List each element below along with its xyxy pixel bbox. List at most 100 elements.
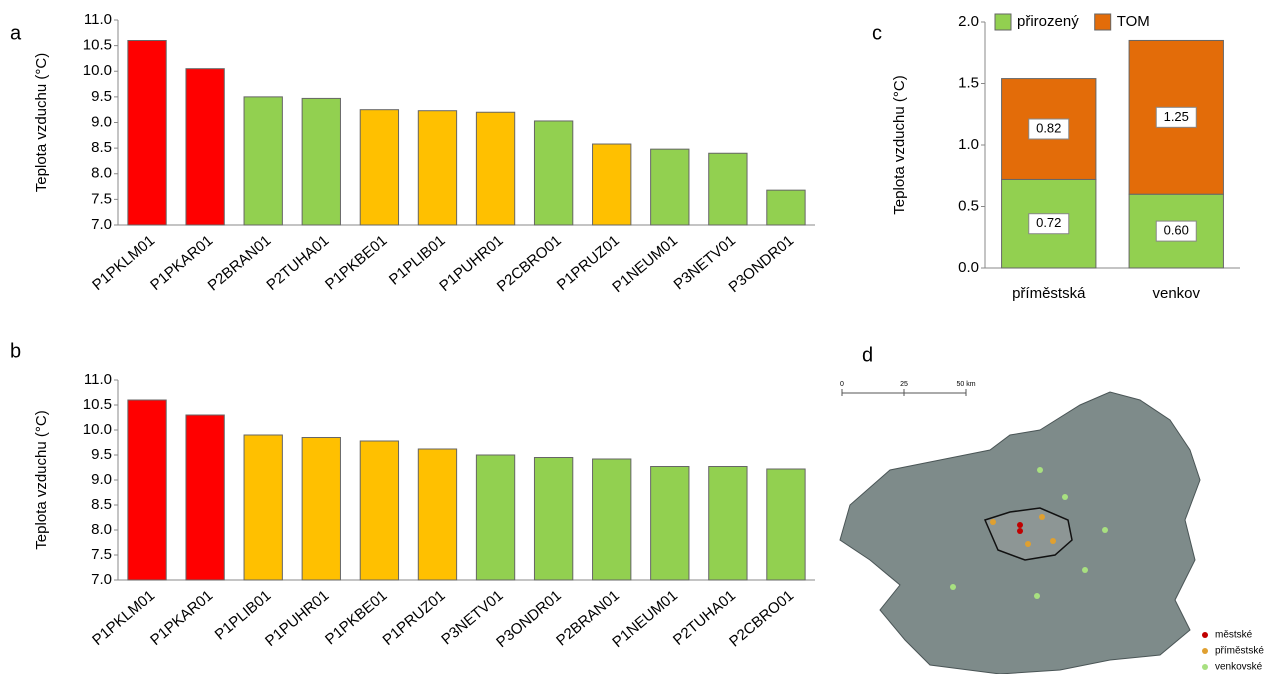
bar — [302, 98, 340, 225]
legend-label: příměstské — [1215, 646, 1264, 657]
y-tick-label: 2.0 — [958, 13, 979, 30]
bar — [593, 459, 631, 580]
x-tick-label: P1PUHR01 — [262, 587, 332, 650]
y-tick-label: 10.5 — [83, 396, 112, 413]
x-tick-label: P2CBRO01 — [726, 587, 797, 650]
site-dot — [1037, 467, 1043, 473]
y-tick-label: 7.5 — [91, 546, 112, 563]
legend-label: městské — [1215, 630, 1253, 641]
bar — [709, 153, 747, 225]
y-tick-label: 0.5 — [958, 197, 979, 214]
y-tick-label: 10.0 — [83, 421, 112, 438]
x-tick-label: P1PKLM01 — [89, 232, 158, 294]
y-tick-label: 9.0 — [91, 113, 112, 130]
y-tick-label: 9.5 — [91, 446, 112, 463]
bar — [418, 111, 456, 225]
bar — [360, 441, 398, 580]
y-tick-label: 7.0 — [91, 216, 112, 233]
y-tick-label: 7.0 — [91, 571, 112, 588]
y-tick-label: 11.0 — [84, 371, 112, 388]
legend-swatch — [1095, 14, 1111, 30]
y-tick-label: 9.5 — [91, 88, 112, 105]
site-dot — [950, 584, 956, 590]
value-label: 0.72 — [1036, 215, 1061, 230]
bar — [128, 41, 166, 226]
bar — [186, 69, 224, 225]
site-dot — [1034, 593, 1040, 599]
legend-dot — [1202, 664, 1208, 670]
bar — [128, 400, 166, 580]
figure: d 0 25 50 km městské příměstské venkovsk… — [0, 0, 1277, 674]
site-dot — [1050, 538, 1056, 544]
panel-label: c — [872, 22, 882, 44]
y-tick-label: 8.0 — [91, 165, 112, 182]
panel-label: d — [862, 344, 873, 366]
legend-dot — [1202, 648, 1208, 654]
site-dot — [1017, 522, 1023, 528]
legend-label: venkovské — [1215, 662, 1263, 673]
x-tick-label: P1NEUM01 — [609, 587, 681, 651]
y-tick-label: 9.0 — [91, 471, 112, 488]
panel-label: a — [10, 22, 22, 44]
x-tick-label: P2CBRO01 — [494, 232, 565, 295]
bar — [476, 455, 514, 580]
x-tick-label: P1PKAR01 — [147, 587, 216, 649]
x-tick-label: příměstská — [1012, 285, 1086, 302]
y-axis-title: Teplota vzduchu (°C) — [891, 75, 908, 214]
legend-label: TOM — [1117, 13, 1150, 30]
site-dot — [1039, 514, 1045, 520]
x-tick-label: P2BRAN01 — [205, 232, 275, 294]
value-label: 0.82 — [1036, 120, 1061, 135]
x-tick-label: venkov — [1152, 285, 1200, 302]
bar — [418, 449, 456, 580]
y-tick-label: 0.0 — [958, 259, 979, 276]
value-label: 1.25 — [1164, 109, 1189, 124]
y-axis-title: Teplota vzduchu (°C) — [33, 410, 50, 549]
legend-swatch — [995, 14, 1011, 30]
x-tick-label: P1PKAR01 — [147, 232, 216, 294]
map-panel: d 0 25 50 km městské příměstské venkovsk… — [840, 344, 1264, 674]
y-tick-label: 10.5 — [83, 37, 112, 54]
y-tick-label: 8.0 — [91, 521, 112, 538]
bar — [186, 415, 224, 580]
bar — [651, 467, 689, 581]
bar — [767, 190, 805, 225]
x-tick-label: P1PKLM01 — [89, 587, 158, 649]
x-tick-label: P3ONDR01 — [725, 232, 797, 296]
value-label: 0.60 — [1164, 223, 1189, 238]
site-dot — [1025, 541, 1031, 547]
x-tick-label: P1PKBE01 — [322, 587, 390, 648]
y-tick-label: 1.5 — [958, 74, 979, 91]
y-tick-label: 8.5 — [91, 139, 112, 156]
y-tick-label: 8.5 — [91, 496, 112, 513]
x-tick-label: P1PRUZ01 — [380, 587, 449, 649]
x-tick-label: P1PKBE01 — [322, 232, 390, 293]
y-tick-label: 7.5 — [91, 190, 112, 207]
bar — [476, 112, 514, 225]
bar — [302, 438, 340, 581]
x-tick-label: P3ONDR01 — [493, 587, 565, 651]
bar — [651, 149, 689, 225]
panel-label: b — [10, 340, 21, 362]
bar — [534, 458, 572, 581]
scale-label: 25 — [900, 381, 908, 388]
site-dot — [1017, 528, 1023, 534]
bar — [360, 110, 398, 225]
bar — [244, 435, 282, 580]
site-dot — [1062, 494, 1068, 500]
x-tick-label: P2TUHA01 — [263, 232, 332, 294]
bar — [709, 467, 747, 581]
y-tick-label: 1.0 — [958, 136, 979, 153]
legend-dot — [1202, 632, 1208, 638]
y-tick-label: 11.0 — [84, 11, 112, 28]
y-axis-title: Teplota vzduchu (°C) — [33, 53, 50, 192]
scale-label: 50 km — [956, 381, 975, 388]
bar — [593, 144, 631, 225]
x-tick-label: P1NEUM01 — [609, 232, 681, 296]
site-dot — [1102, 527, 1108, 533]
site-dot — [1082, 567, 1088, 573]
y-tick-label: 10.0 — [83, 62, 112, 79]
site-dot — [990, 519, 996, 525]
bar — [767, 469, 805, 580]
bar — [534, 121, 572, 225]
